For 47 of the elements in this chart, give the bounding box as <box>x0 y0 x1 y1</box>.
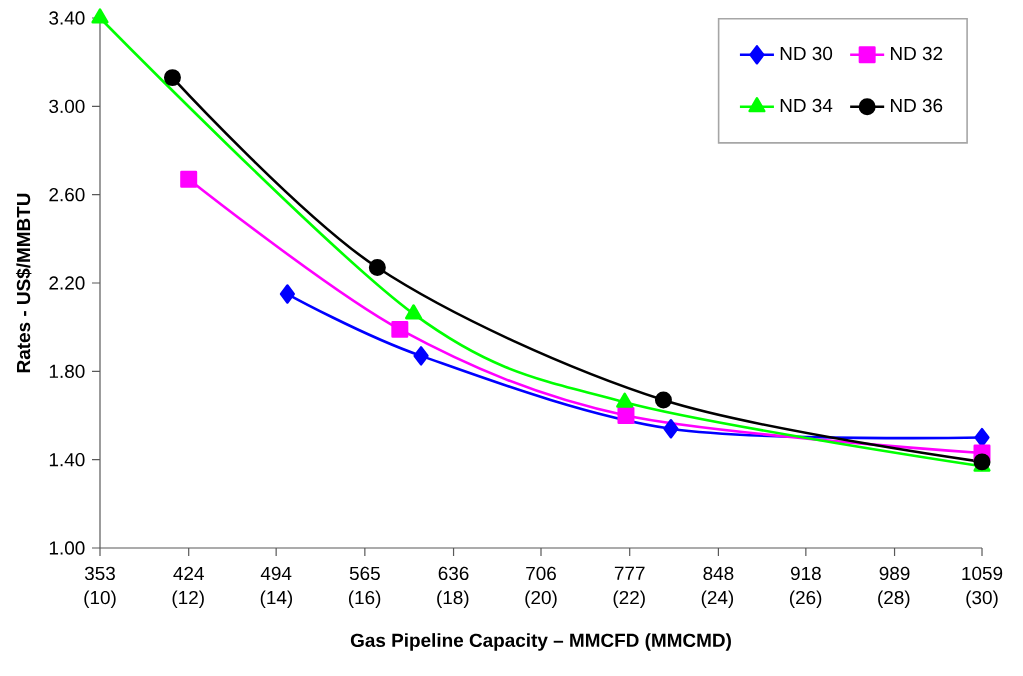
point <box>654 391 672 409</box>
x2-tick-label: (16) <box>348 590 381 609</box>
x-tick-label: 989 <box>879 566 910 581</box>
point <box>663 419 679 439</box>
legend-label: ND 30 <box>780 46 833 61</box>
y-tick-label: 3.00 <box>49 99 85 114</box>
y-tick-label: 2.60 <box>49 187 85 202</box>
x2-tick-label: (26) <box>789 590 822 609</box>
x2-tick-label: (10) <box>84 590 116 609</box>
x2-tick-label: (24) <box>701 590 734 609</box>
point <box>368 259 386 277</box>
x-tick-label: 565 <box>349 566 380 581</box>
y-tick-label: 3.40 <box>49 11 85 25</box>
y-tick-label: 1.40 <box>49 452 85 467</box>
y-tick-label: 1.00 <box>49 541 85 555</box>
x-tick-label: 494 <box>260 566 292 581</box>
x2-tick-label: (30) <box>966 590 998 609</box>
x2-tick-label: (18) <box>437 590 469 609</box>
x2-tick-label: (12) <box>172 590 204 609</box>
legend-label: ND 34 <box>780 98 833 113</box>
x-tick-label: 636 <box>438 566 469 581</box>
point <box>413 346 429 366</box>
point <box>279 284 295 304</box>
point <box>163 69 181 87</box>
x2-tick-label: (20) <box>525 590 557 609</box>
x-axis-title: Gas Pipeline Capacity – MMCFD (MMCMD) <box>350 633 731 651</box>
point <box>974 427 990 448</box>
x-tick-label: 706 <box>526 566 556 581</box>
x-tick-label: 353 <box>84 566 115 581</box>
point <box>405 304 423 320</box>
x-tick-label: 777 <box>614 566 645 580</box>
y-tick-label: 2.20 <box>49 276 85 290</box>
legend-label: ND 36 <box>891 98 943 113</box>
point <box>391 320 409 338</box>
point <box>180 170 198 188</box>
y-tick-label: 1.80 <box>49 364 85 379</box>
x-tick-label: 1059 <box>962 566 1003 581</box>
y-axis-title: Rates - US$/MMBTU <box>15 193 32 373</box>
x-tick-label: 918 <box>790 566 821 581</box>
point <box>617 407 635 424</box>
x2-tick-label: (14) <box>260 590 293 609</box>
legend-label: ND 32 <box>891 46 943 61</box>
x-tick-label: 848 <box>703 566 734 581</box>
x2-tick-label: (22) <box>613 590 645 609</box>
x-tick-label: 424 <box>173 566 204 580</box>
x2-tick-label: (28) <box>878 590 910 609</box>
point <box>91 8 109 24</box>
